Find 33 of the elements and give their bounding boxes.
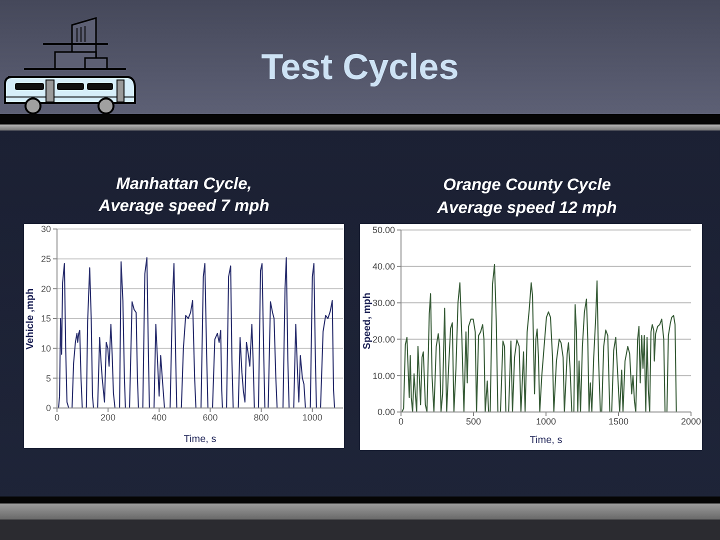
x-tick-label: 1000 xyxy=(536,416,556,426)
y-axis-title: Vehicle ,mph xyxy=(25,288,36,350)
line-series xyxy=(57,257,336,408)
x-tick-label: 400 xyxy=(152,412,167,422)
y-tick-label: 10 xyxy=(40,344,51,354)
x-tick-label: 1000 xyxy=(302,412,322,422)
x-tick-label: 0 xyxy=(54,412,60,422)
y-tick-label: 0.00 xyxy=(377,407,395,418)
x-axis-title: Time, s xyxy=(184,434,216,445)
x-tick-label: 2000 xyxy=(680,416,702,426)
y-tick-label: 30 xyxy=(40,224,51,234)
x-tick-label: 200 xyxy=(100,412,116,422)
y-tick-label: 25 xyxy=(40,254,51,264)
y-tick-label: 15 xyxy=(40,314,51,324)
x-tick-label: 1500 xyxy=(608,416,629,426)
y-tick-label: 5 xyxy=(46,373,51,384)
y-tick-label: 20 xyxy=(40,284,51,294)
x-tick-label: 500 xyxy=(466,416,482,426)
y-axis-title: Speed, mph xyxy=(362,292,373,350)
y-tick-label: 50.00 xyxy=(372,225,395,236)
y-tick-label: 10.00 xyxy=(372,370,395,381)
x-tick-label: 0 xyxy=(398,416,404,426)
chart-title: Manhattan Cycle, Average speed 7 mph xyxy=(98,175,270,215)
y-tick-label: 30.00 xyxy=(372,298,395,308)
line-series xyxy=(401,264,677,412)
y-tick-label: 40.00 xyxy=(372,262,395,272)
x-tick-label: 800 xyxy=(254,412,269,422)
x-tick-label: 600 xyxy=(202,412,218,422)
y-tick-label: 0 xyxy=(46,403,51,414)
x-axis-title: Time, s xyxy=(530,435,562,446)
chart-title: Orange County Cycle Average speed 12 mph xyxy=(437,176,617,217)
y-tick-label: 20.00 xyxy=(372,334,395,344)
text: Test Cycles xyxy=(261,46,459,87)
